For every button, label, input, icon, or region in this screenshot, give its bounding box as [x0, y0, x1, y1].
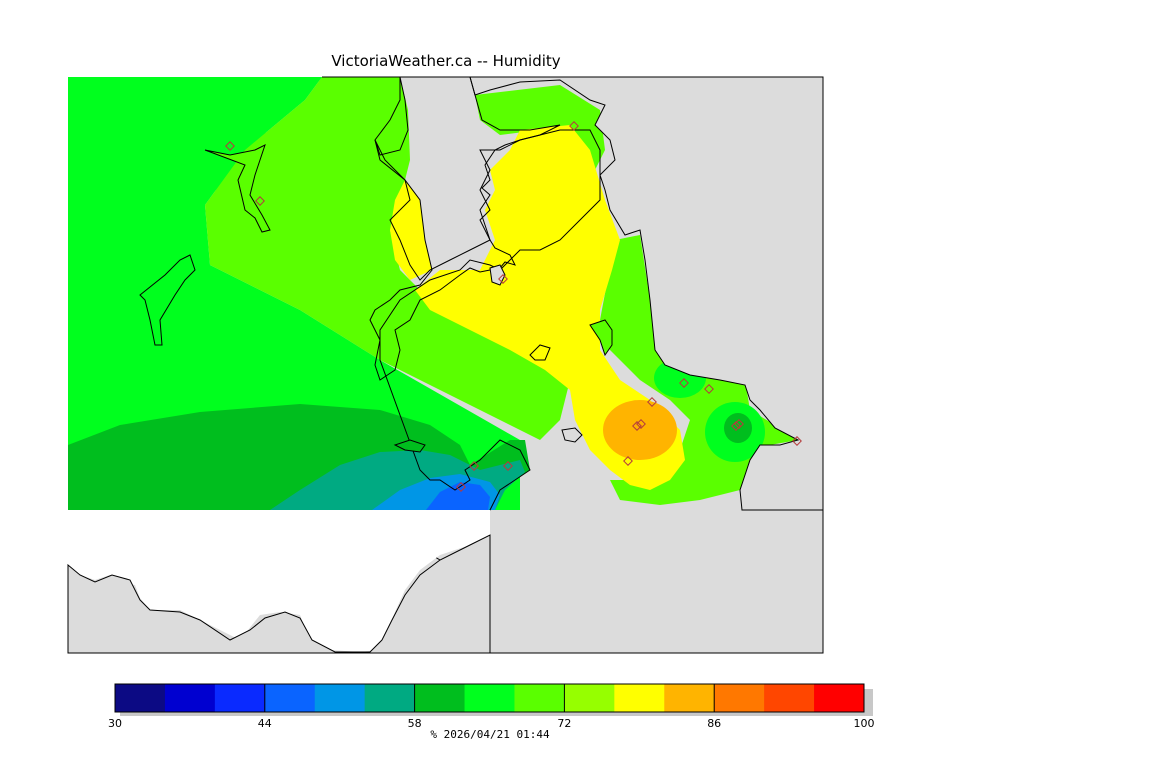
- colorbar-swatch: [664, 684, 715, 712]
- island-1: [139, 254, 196, 346]
- station-marker: [623, 456, 633, 466]
- island-5: [393, 439, 426, 453]
- colorbar-swatch: [314, 684, 366, 712]
- colorbar-swatch: [414, 684, 466, 712]
- station-marker: [792, 436, 802, 446]
- colorbar-swatch: [814, 684, 865, 712]
- station-marker: [647, 397, 657, 407]
- stations-layer: [225, 121, 802, 492]
- contour-orange: [603, 400, 677, 460]
- colorbar-swatch: [214, 684, 266, 712]
- colorbar-swatch: [164, 684, 216, 712]
- island-3: [529, 344, 551, 361]
- station-marker: [731, 421, 741, 431]
- colorbar-frame: [114, 683, 865, 713]
- colorbar-tick-label: 44: [258, 717, 272, 730]
- station-marker: [456, 482, 466, 492]
- station-marker: [636, 419, 646, 429]
- land-northwest-peninsula: [322, 76, 561, 381]
- colorbar-swatch: [464, 684, 515, 712]
- mainland-coast: [374, 76, 824, 654]
- land-masses: [374, 76, 824, 654]
- colorbar-swatch: [364, 684, 416, 712]
- station-marker: [632, 421, 642, 431]
- colorbar-swatch: [714, 684, 765, 712]
- contour-lightgreen-band: [205, 77, 570, 440]
- outside-data-region: [68, 510, 490, 652]
- land-north-mainland: [400, 76, 824, 511]
- contour-yellow: [415, 125, 685, 490]
- map-title: VictoriaWeather.ca -- Humidity: [331, 52, 561, 70]
- colorbar-tick-label: 58: [408, 717, 422, 730]
- station-marker: [469, 461, 479, 471]
- station-marker: [679, 378, 689, 388]
- colorbar-swatches: [115, 684, 865, 712]
- lower-coast-outline: [67, 534, 491, 654]
- island-2: [204, 144, 271, 233]
- colorbar-swatch: [564, 684, 615, 712]
- island-4: [589, 319, 613, 357]
- colorbar-swatch: [764, 684, 815, 712]
- island-7: [489, 264, 506, 286]
- station-marker: [569, 121, 579, 131]
- timestamp-footer: % 2026/04/21 01:44: [430, 728, 550, 741]
- colorbar-tick-label: 72: [557, 717, 571, 730]
- colorbar-tick-label: 100: [854, 717, 875, 730]
- colorbar-swatch: [614, 684, 665, 712]
- station-marker: [255, 196, 265, 206]
- contour-lightgreen-north: [475, 85, 605, 170]
- colorbar-swatch: [264, 684, 316, 712]
- contour-blue: [426, 482, 490, 510]
- station-marker: [498, 274, 508, 284]
- gray-land: [322, 76, 824, 511]
- contour-yellow-west: [390, 180, 432, 280]
- colorbar-swatch: [115, 684, 166, 712]
- station-marker: [225, 141, 235, 151]
- island-6: [561, 427, 583, 443]
- colorbar-swatch: [514, 684, 565, 712]
- colorbar-tick-label: 30: [108, 717, 122, 730]
- humidity-contours: [68, 77, 798, 510]
- station-marker: [503, 461, 513, 471]
- station-marker: [704, 384, 714, 394]
- colorbar-ticks: 30 44 58 72 86 100: [108, 684, 875, 730]
- station-marker: [734, 419, 744, 429]
- colorbar-tick-label: 86: [707, 717, 721, 730]
- islands: [139, 144, 613, 453]
